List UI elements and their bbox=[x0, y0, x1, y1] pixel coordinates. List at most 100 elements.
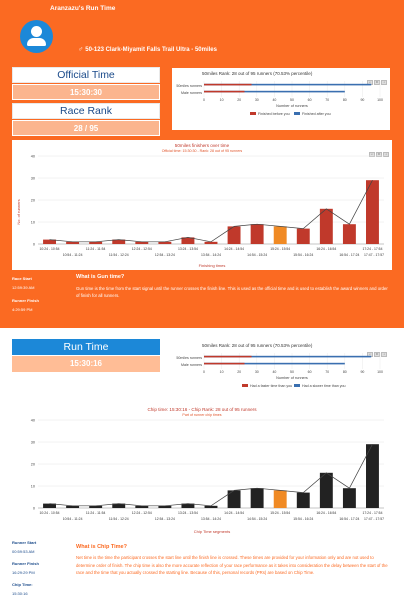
chart-bar[interactable] bbox=[112, 239, 126, 244]
chart-bar[interactable] bbox=[43, 503, 56, 508]
x-tick-label: 10 bbox=[220, 370, 224, 374]
menu-icon[interactable]: ≡ bbox=[376, 152, 382, 157]
download-icon[interactable]: ↓ bbox=[381, 352, 387, 357]
x-tick-label: 14:54 - 15:24 bbox=[247, 253, 267, 257]
chip-chart-subtitle: Part of runner chip times bbox=[182, 413, 222, 417]
chart-bar[interactable] bbox=[112, 503, 126, 508]
x-tick-label: 13:54 - 14:24 bbox=[201, 253, 221, 257]
y-tick-label: 10 bbox=[31, 484, 35, 488]
finishers-chart-svg: No. of runners Finishing times 0 10 20 30 40… bbox=[16, 154, 384, 268]
menu-icon[interactable]: ≡ bbox=[374, 352, 380, 357]
chart-bar[interactable] bbox=[43, 239, 56, 244]
chart-bar[interactable] bbox=[66, 241, 80, 244]
x-tick-label: 100 bbox=[377, 98, 383, 102]
legend-slower[interactable]: Had a slower time than you bbox=[302, 384, 346, 388]
chart-bar[interactable] bbox=[319, 472, 333, 508]
race-rank-value: 28 / 95 bbox=[12, 120, 160, 136]
rank-bar-after[interactable] bbox=[204, 90, 345, 93]
chart-bar[interactable] bbox=[296, 228, 310, 244]
download-icon[interactable]: ↓ bbox=[383, 152, 389, 157]
chart-bar[interactable] bbox=[89, 241, 103, 244]
x-tick-label: 15:54 - 16:24 bbox=[293, 517, 313, 521]
chart-bar[interactable] bbox=[296, 492, 310, 508]
chart-bar[interactable] bbox=[366, 444, 379, 508]
gun-time-title: What is Gun time? bbox=[76, 274, 125, 280]
chart-bar[interactable] bbox=[158, 241, 172, 244]
x-tick-label: 16:24 - 16:54 bbox=[316, 247, 336, 251]
x-tick-label: 14:24 - 14:54 bbox=[224, 511, 244, 515]
chart-bar[interactable] bbox=[204, 241, 218, 244]
download-icon[interactable]: ↓ bbox=[381, 80, 387, 85]
chart-bar[interactable] bbox=[181, 237, 195, 244]
race-start-label: Race Start bbox=[12, 276, 32, 281]
race-times-info: Race Start 12:59:39 AM Runner Finish 4:2… bbox=[12, 276, 72, 312]
rank-chart-2-title: 50miles Rank: 28 out of 95 runners (70.5… bbox=[202, 343, 313, 348]
official-time-value: 15:30:30 bbox=[12, 84, 160, 100]
avatar[interactable] bbox=[20, 20, 53, 53]
runner-finish-value: 4:29:59 PM bbox=[12, 307, 33, 312]
legend-after[interactable]: Finished after you bbox=[302, 112, 331, 116]
y-tick-label: 20 bbox=[31, 198, 35, 202]
category-label: 50miles runners bbox=[176, 84, 202, 88]
y-tick-label: 20 bbox=[31, 462, 35, 466]
y-tick-label: 40 bbox=[31, 154, 35, 158]
x-tick-label: 13:54 - 14:24 bbox=[201, 517, 221, 521]
x-tick-label: 12:54 - 13:24 bbox=[155, 517, 175, 521]
run-time-label: Run Time bbox=[12, 339, 160, 355]
chart-bar[interactable] bbox=[273, 226, 287, 244]
rank-bar-before[interactable] bbox=[204, 362, 245, 365]
rank-chart-2-svg: 50miles runners Male runners 0 10 20 30 40 50… bbox=[176, 353, 383, 388]
chip-chart-svg: Chip Time segments 0 10 20 30 40 10:24 - 10:5… bbox=[31, 418, 384, 534]
chart-bar[interactable] bbox=[181, 503, 195, 508]
chart-bar[interactable] bbox=[250, 488, 264, 508]
race-name: ♂ 50-123 Clark-Miyamit Falls Trail Ultra … bbox=[78, 46, 217, 53]
x-tick-label: 11:24 - 11:54 bbox=[86, 247, 106, 251]
chart-bar[interactable] bbox=[135, 241, 149, 244]
x-tick-label: 40 bbox=[272, 370, 276, 374]
chart-bar[interactable] bbox=[319, 208, 333, 244]
rank-bar-before[interactable] bbox=[204, 355, 252, 358]
y-tick-label: 0 bbox=[33, 242, 35, 246]
legend-before[interactable]: Finished before you bbox=[258, 112, 290, 116]
zoom-icon[interactable]: ⌕ bbox=[369, 152, 375, 157]
x-tick-label: 80 bbox=[343, 370, 347, 374]
x-tick-label: 13:24 - 13:54 bbox=[178, 247, 198, 251]
legend-faster[interactable]: Had a faster time than you bbox=[250, 384, 292, 388]
rank-bar-before[interactable] bbox=[204, 90, 245, 93]
rank-bar-after[interactable] bbox=[204, 83, 372, 86]
avatar-body-icon bbox=[27, 38, 46, 46]
x-tick-label: 60 bbox=[308, 98, 312, 102]
chart-bar[interactable] bbox=[135, 505, 149, 508]
race-start-value: 12:59:39 AM bbox=[12, 285, 35, 290]
chart-bar[interactable] bbox=[342, 488, 356, 508]
app-title: Aranzazu's Run Time bbox=[50, 5, 116, 12]
run-time-value: 15:30:16 bbox=[12, 356, 160, 372]
y-tick-label: 40 bbox=[31, 418, 35, 422]
x-tick-label: 0 bbox=[203, 98, 205, 102]
rank-bar-after[interactable] bbox=[204, 355, 372, 358]
rank-bar-after[interactable] bbox=[204, 362, 345, 365]
chart-bar[interactable] bbox=[250, 224, 264, 244]
chart-bar[interactable] bbox=[66, 505, 80, 508]
x-tick-label: 16:54 - 17:24 bbox=[339, 517, 359, 521]
x-tick-label: 16:24 - 16:54 bbox=[316, 511, 336, 515]
chart-bar[interactable] bbox=[204, 505, 218, 508]
chart-bar[interactable] bbox=[342, 224, 356, 244]
chart-bar[interactable] bbox=[227, 490, 241, 508]
chart-bar[interactable] bbox=[89, 505, 103, 508]
runner-finish-label: Runner Finish bbox=[12, 298, 39, 303]
chip-time-label: Chip Time: bbox=[12, 582, 33, 587]
chart-bar[interactable] bbox=[158, 505, 172, 508]
x-tick-label: 50 bbox=[290, 370, 294, 374]
chart-bar[interactable] bbox=[366, 180, 379, 244]
x-tick-label: 20 bbox=[237, 370, 241, 374]
chip-runner-finish-value: 16:29:29 PM bbox=[12, 570, 35, 575]
rank-bar-before[interactable] bbox=[204, 83, 252, 86]
menu-icon[interactable]: ≡ bbox=[374, 80, 380, 85]
chart-bar[interactable] bbox=[273, 490, 287, 508]
runner-start-value: 00:59:53 AM bbox=[12, 549, 35, 554]
avatar-head-icon bbox=[31, 26, 42, 37]
x-axis-label: Number of runners bbox=[276, 376, 308, 380]
finishers-chart-subtitle: Official time: 15:30:30 - Rank: 28 out o… bbox=[161, 149, 243, 153]
chart-bar[interactable] bbox=[227, 226, 241, 244]
